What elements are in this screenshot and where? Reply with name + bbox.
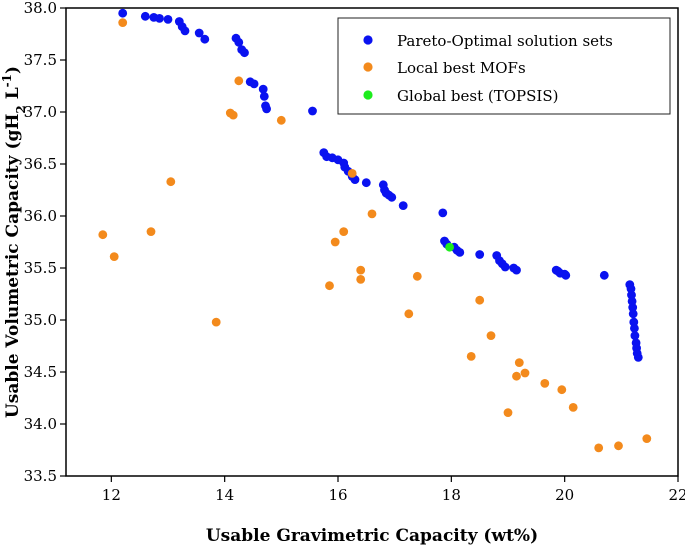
y-axis-title-mid: L: [3, 87, 23, 105]
local-best-point: [166, 177, 176, 187]
local-best-point: [339, 227, 349, 237]
pareto-point: [438, 208, 448, 218]
plot-frame: [65, 7, 679, 477]
local-best-point: [234, 76, 244, 86]
local-best-point: [109, 252, 119, 261]
pareto-point: [163, 15, 173, 24]
local-best-point: [514, 358, 524, 367]
pareto-point: [140, 11, 150, 21]
pareto-point: [234, 37, 244, 47]
local-best-point: [475, 295, 485, 305]
pareto-point: [262, 104, 271, 114]
y-tick-label: 38.0: [24, 0, 57, 17]
x-tick-label: 18: [442, 486, 461, 504]
pareto-point: [398, 201, 408, 211]
y-tick-label: 35.0: [24, 311, 57, 329]
local-best-point: [503, 408, 513, 417]
pareto-point: [155, 14, 164, 23]
local-best-point: [211, 317, 221, 327]
legend-marker-global-best: [363, 90, 373, 100]
legend-label-pareto: Pareto-Optimal solution sets: [397, 32, 613, 50]
pareto-point: [628, 303, 638, 312]
local-best-point: [404, 309, 414, 319]
local-best-point: [520, 368, 530, 378]
pareto-point: [387, 192, 397, 202]
x-tick-label: 14: [215, 486, 234, 504]
local-best-point: [228, 110, 238, 120]
legend-label-local-best: Local best MOFs: [397, 59, 526, 77]
pareto-point: [630, 331, 640, 340]
pareto-point: [249, 79, 259, 89]
pareto-point: [561, 270, 571, 280]
local-best-point: [540, 379, 550, 388]
y-tick-label: 34.5: [24, 363, 57, 381]
pareto-point: [180, 26, 190, 36]
pareto-point: [599, 270, 609, 280]
local-best-point: [146, 227, 156, 237]
data-points: [98, 8, 652, 453]
pareto-point: [512, 265, 521, 275]
pareto-point: [475, 250, 485, 259]
pareto-point: [361, 178, 371, 188]
y-tick-label: 37.5: [24, 51, 57, 69]
axis-ticks: 12 14 16 18 20 22 33.5 34.0 34.5 35.0 35.5 36.0 36.5…: [24, 0, 685, 504]
pareto-point: [455, 248, 465, 257]
local-best-point: [325, 281, 334, 291]
legend-label-global-best: Global best (TOPSIS): [397, 87, 558, 105]
legend-marker-local-best: [363, 62, 373, 72]
local-best-point: [486, 331, 496, 340]
y-axis-title-main: Usable Volumetric Capacity (gH: [3, 114, 23, 419]
pareto-point: [194, 28, 204, 38]
pareto-point: [500, 262, 510, 272]
local-best-point: [412, 271, 422, 281]
pareto-point: [308, 106, 317, 116]
local-best-point: [568, 403, 578, 412]
y-tick-label: 34.0: [24, 415, 57, 433]
pareto-point: [633, 353, 643, 362]
local-best-point: [642, 434, 652, 443]
y-tick-label: 36.0: [24, 207, 57, 225]
local-best-point: [356, 265, 366, 275]
legend: Pareto-Optimal solution sets Local best …: [337, 17, 671, 115]
local-best-point: [347, 169, 357, 178]
pareto-point: [118, 8, 128, 18]
y-axis-title-sup: -1: [0, 74, 14, 87]
local-best-point: [356, 275, 366, 284]
global-best-point: [445, 242, 454, 252]
pareto-point: [200, 34, 210, 44]
pareto-point: [630, 323, 639, 333]
local-best-point: [367, 209, 377, 219]
local-best-point: [118, 18, 128, 27]
local-best-point: [512, 371, 521, 381]
pareto-point: [240, 48, 249, 58]
x-tick-label: 22: [668, 486, 685, 504]
x-tick-label: 16: [328, 486, 347, 504]
y-axis-title-sub: 2: [14, 105, 28, 113]
y-axis-title: Usable Volumetric Capacity (gH2 L-1): [0, 66, 28, 418]
y-axis-title-end: ): [3, 66, 23, 74]
y-tick-label: 37.0: [24, 103, 57, 121]
local-best-point: [557, 385, 567, 395]
local-best-point: [276, 115, 286, 125]
pareto-point: [627, 290, 636, 300]
local-best-point: [594, 443, 604, 453]
x-tick-label: 12: [102, 486, 121, 504]
local-best-point: [98, 230, 108, 240]
legend-marker-pareto: [363, 35, 373, 45]
pareto-point: [259, 92, 269, 101]
x-axis-title: Usable Gravimetric Capacity (wt%): [206, 526, 538, 546]
x-tick-label: 20: [555, 486, 574, 504]
local-best-point: [614, 441, 623, 451]
pareto-point: [628, 309, 638, 319]
y-tick-label: 35.5: [24, 259, 57, 277]
y-tick-label: 33.5: [24, 467, 57, 485]
local-best-point: [330, 237, 340, 247]
pareto-point: [258, 84, 268, 94]
y-tick-label: 36.5: [24, 155, 57, 173]
legend-box: [337, 17, 671, 115]
local-best-point: [466, 352, 476, 361]
